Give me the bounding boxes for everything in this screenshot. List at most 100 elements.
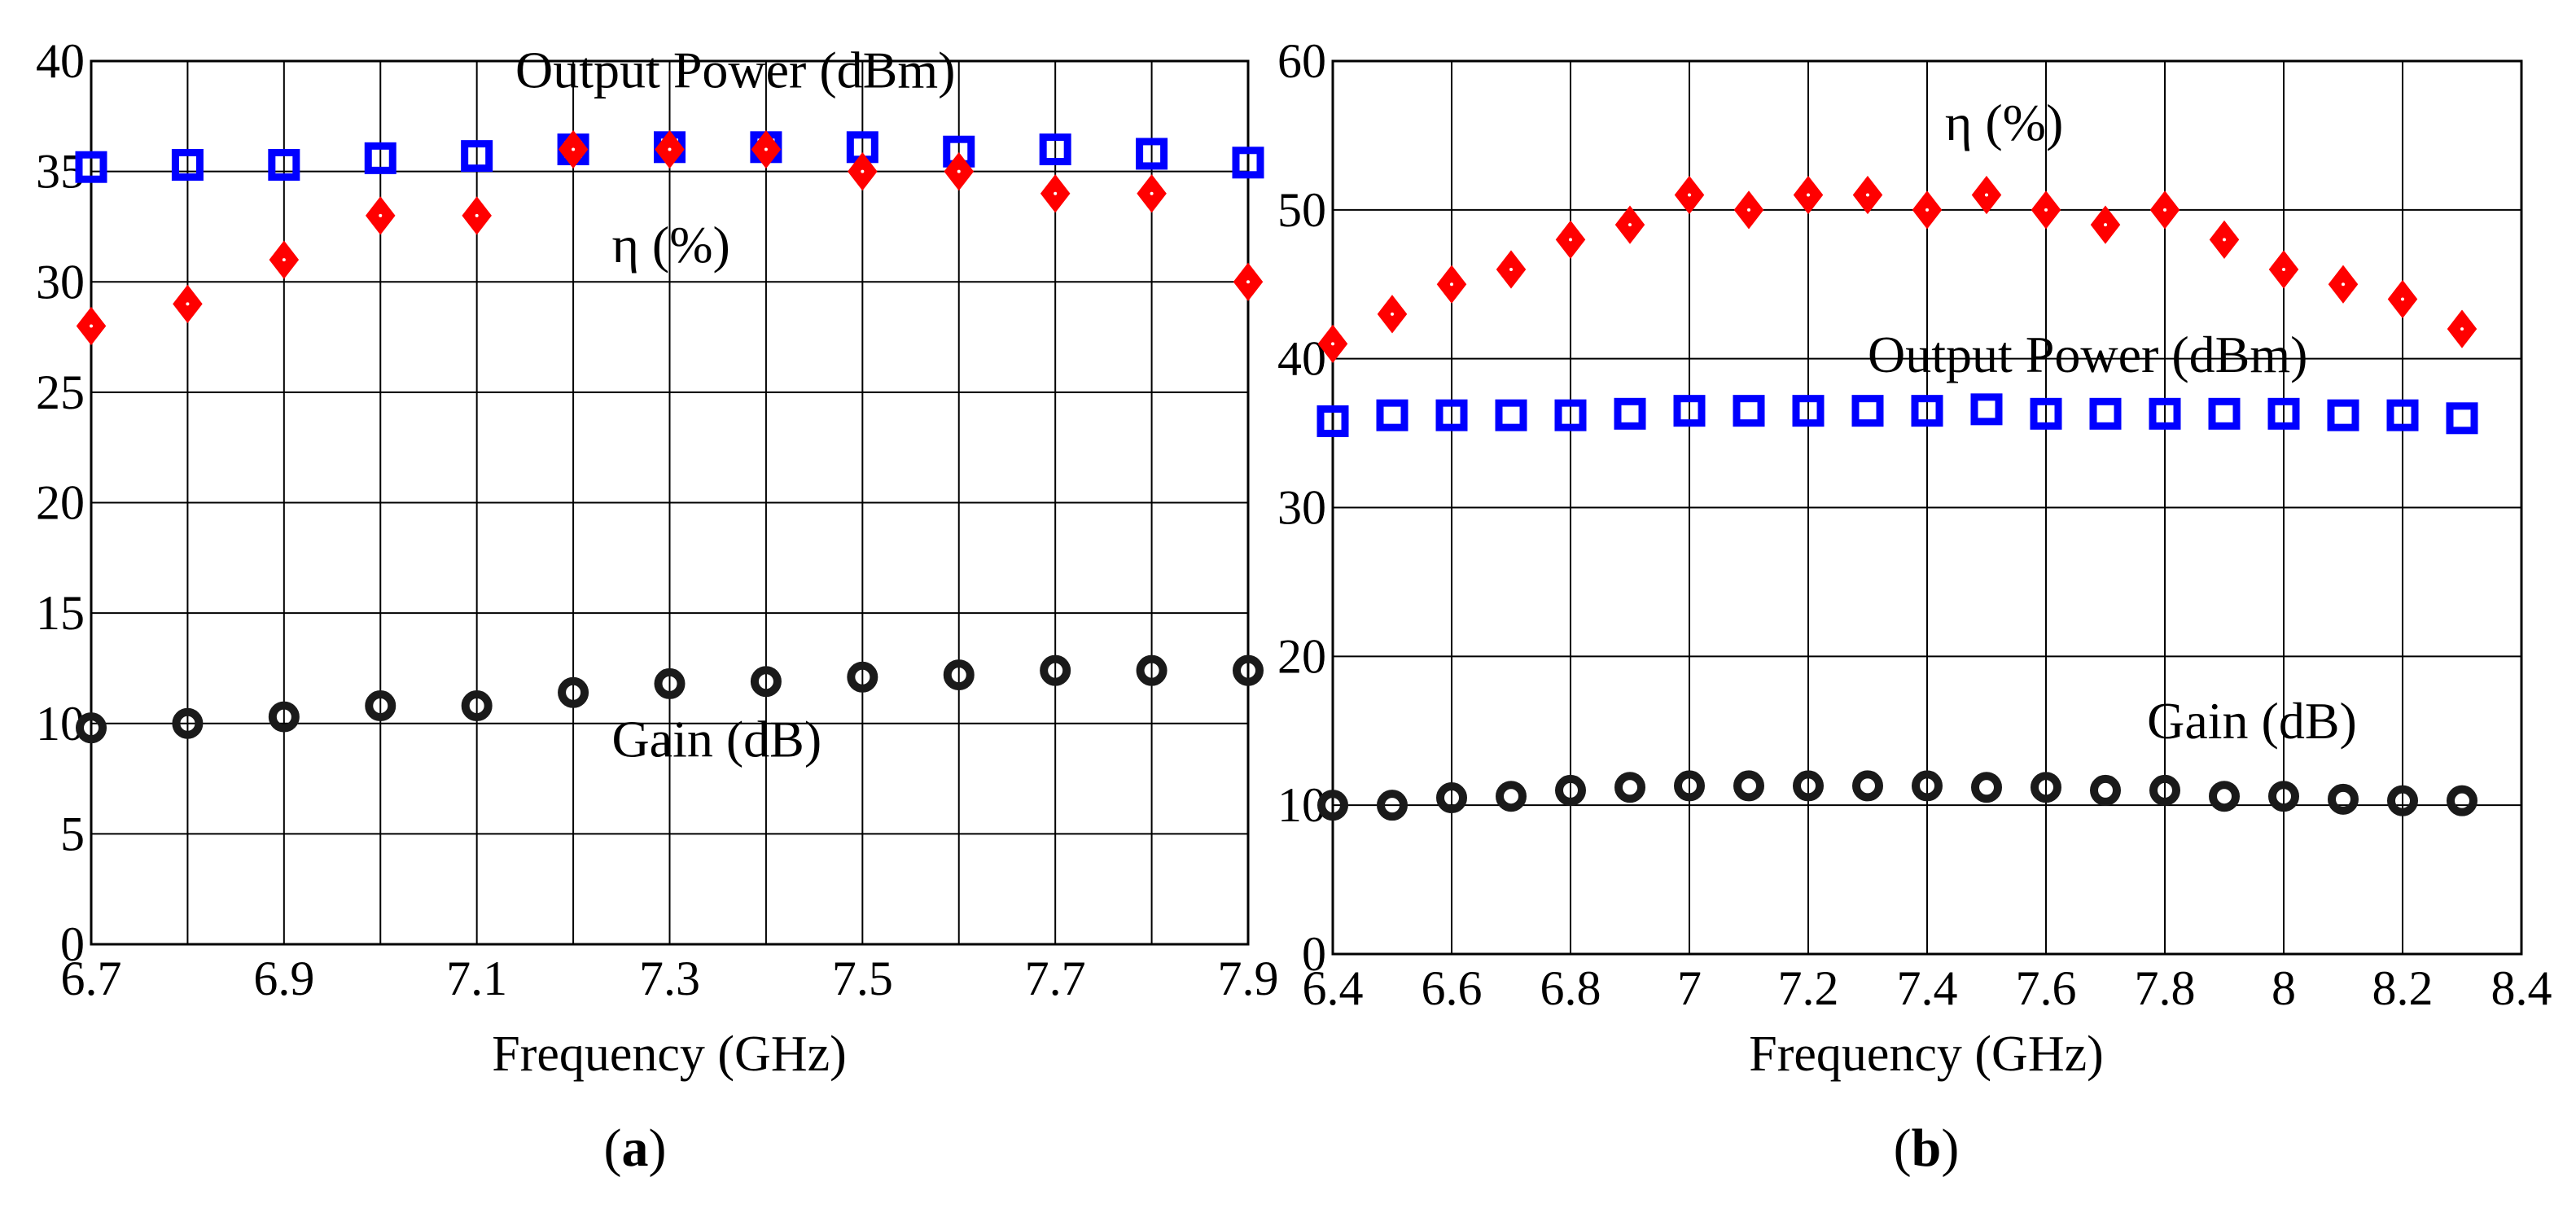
chart-b-x-axis-label: Frequency (GHz) xyxy=(1749,1026,2104,1082)
gain-point xyxy=(2149,774,2180,806)
chart-b-series-gain xyxy=(1317,770,2477,821)
efficiency-point-center xyxy=(1054,191,1058,195)
chart-b-y-tick-label: 60 xyxy=(1277,34,1326,88)
chart-a-y-tick-label: 0 xyxy=(60,917,85,971)
efficiency-point-center xyxy=(861,169,865,173)
chart-a-annotation: Output Power (dBm) xyxy=(515,42,955,99)
efficiency-point-center xyxy=(957,169,961,173)
output-power-point xyxy=(2267,397,2300,430)
efficiency-point-center xyxy=(2223,238,2226,242)
efficiency-point-center xyxy=(1807,193,1810,197)
chart-a-y-tick-label: 5 xyxy=(60,807,85,860)
chart-a-x-tick-label: 7.7 xyxy=(1025,952,1086,1005)
chart-a-y-tick-label: 15 xyxy=(36,586,85,640)
chart-a-y-tick-label: 30 xyxy=(36,255,85,309)
output-power-point xyxy=(1554,399,1587,431)
chart-b-y-tick-label: 0 xyxy=(1302,927,1326,981)
efficiency-point-center xyxy=(2163,208,2166,212)
gain-point xyxy=(1674,770,1705,802)
gain-point xyxy=(2387,785,2418,816)
gain-point xyxy=(2447,785,2477,816)
output-power-point xyxy=(1970,393,2003,426)
efficiency-point-center xyxy=(1391,312,1394,316)
gain-point xyxy=(558,676,589,708)
output-power-point xyxy=(2446,402,2478,435)
efficiency-point-center xyxy=(186,302,190,306)
chart-a-x-tick-label: 7.3 xyxy=(639,952,700,1005)
output-power-point xyxy=(1792,395,1825,427)
output-power-point xyxy=(1232,147,1264,179)
efficiency-point-center xyxy=(282,258,286,262)
chart-a-annotation: Gain (dB) xyxy=(611,710,821,768)
efficiency-point-center xyxy=(2460,327,2464,331)
efficiency-point-center xyxy=(1569,238,1572,242)
output-power-point xyxy=(2327,399,2359,431)
chart-b-x-tick-label: 8 xyxy=(2272,961,2296,1015)
chart-a-plot-frame xyxy=(90,59,1250,946)
chart-b-x-tick-label: 7.8 xyxy=(2135,961,2196,1015)
chart-b-annotation: Output Power (dBm) xyxy=(1868,326,2307,383)
chart-a-x-tick-label: 6.7 xyxy=(61,952,122,1005)
efficiency-point-center xyxy=(1866,193,1869,197)
gain-point xyxy=(1555,774,1586,806)
chart-a-x-tick-label: 7.9 xyxy=(1218,952,1279,1005)
chart-b-plot-frame xyxy=(1331,59,2523,956)
gain-point xyxy=(172,707,204,739)
efficiency-point-center xyxy=(2401,297,2404,301)
chart-b-series-efficiency xyxy=(1317,175,2477,364)
output-power-point xyxy=(461,140,493,173)
gain-point xyxy=(365,690,396,722)
gain-point xyxy=(1614,772,1645,803)
chart-b-x-tick-label: 7.2 xyxy=(1778,961,1839,1015)
chart-a-x-tick-label: 6.9 xyxy=(253,952,314,1005)
output-power-point xyxy=(1495,399,1527,431)
chart-b-x-tick-label: 7 xyxy=(1677,961,1702,1015)
chart-a-series-gain xyxy=(76,654,1264,744)
efficiency-point-center xyxy=(1688,193,1691,197)
chart-b-x-tick-label: 7.4 xyxy=(1897,961,1958,1015)
gain-point xyxy=(2090,774,2121,806)
efficiency-point-center xyxy=(668,147,672,151)
output-power-point xyxy=(1316,405,1349,437)
output-power-point xyxy=(2149,397,2181,430)
efficiency-point-center xyxy=(2342,282,2345,287)
chart-a-series-efficiency xyxy=(76,129,1264,346)
efficiency-point-center xyxy=(90,324,93,328)
output-power-point xyxy=(1673,395,1706,427)
chart-a-annotation: η (%) xyxy=(611,216,729,274)
chart-b-annotation: Gain (dB) xyxy=(2147,692,2357,750)
output-power-point xyxy=(268,148,300,181)
gain-point xyxy=(1377,790,1408,821)
efficiency-point-center xyxy=(2104,223,2107,227)
output-power-point xyxy=(1733,395,1765,427)
output-power-point xyxy=(1435,399,1468,431)
output-power-point xyxy=(1376,399,1408,431)
chart-a-x-axis-label: Frequency (GHz) xyxy=(492,1026,847,1082)
chart-b-marks xyxy=(1316,175,2478,821)
chart-a-x-tick-label: 7.1 xyxy=(446,952,507,1005)
output-power-point xyxy=(364,142,396,174)
gain-point xyxy=(1912,770,1943,802)
chart-b-series-output_power xyxy=(1316,393,2478,437)
gain-point xyxy=(1436,782,1467,814)
chart-b-annotations: η (%) Output Power (dBm) Gain (dB) xyxy=(1868,94,2357,750)
chart-a-marks xyxy=(75,129,1264,744)
chart-b-y-tick-label: 30 xyxy=(1277,481,1326,535)
gain-point xyxy=(654,667,686,699)
gain-point xyxy=(1733,770,1764,802)
efficiency-point-center xyxy=(1450,282,1453,287)
chart-b-caption: (b) xyxy=(1894,1118,1960,1178)
efficiency-point-center xyxy=(572,147,576,151)
chart-a-x-tick-label: 7.5 xyxy=(832,952,893,1005)
efficiency-point-center xyxy=(1925,208,1929,212)
gain-point xyxy=(1852,770,1883,802)
gain-point xyxy=(2268,781,2299,812)
gain-point xyxy=(943,659,975,691)
gain-point xyxy=(76,712,107,744)
gain-point xyxy=(1040,654,1071,686)
chart-b-y-tick-label: 50 xyxy=(1277,183,1326,237)
output-power-point xyxy=(2386,399,2419,431)
